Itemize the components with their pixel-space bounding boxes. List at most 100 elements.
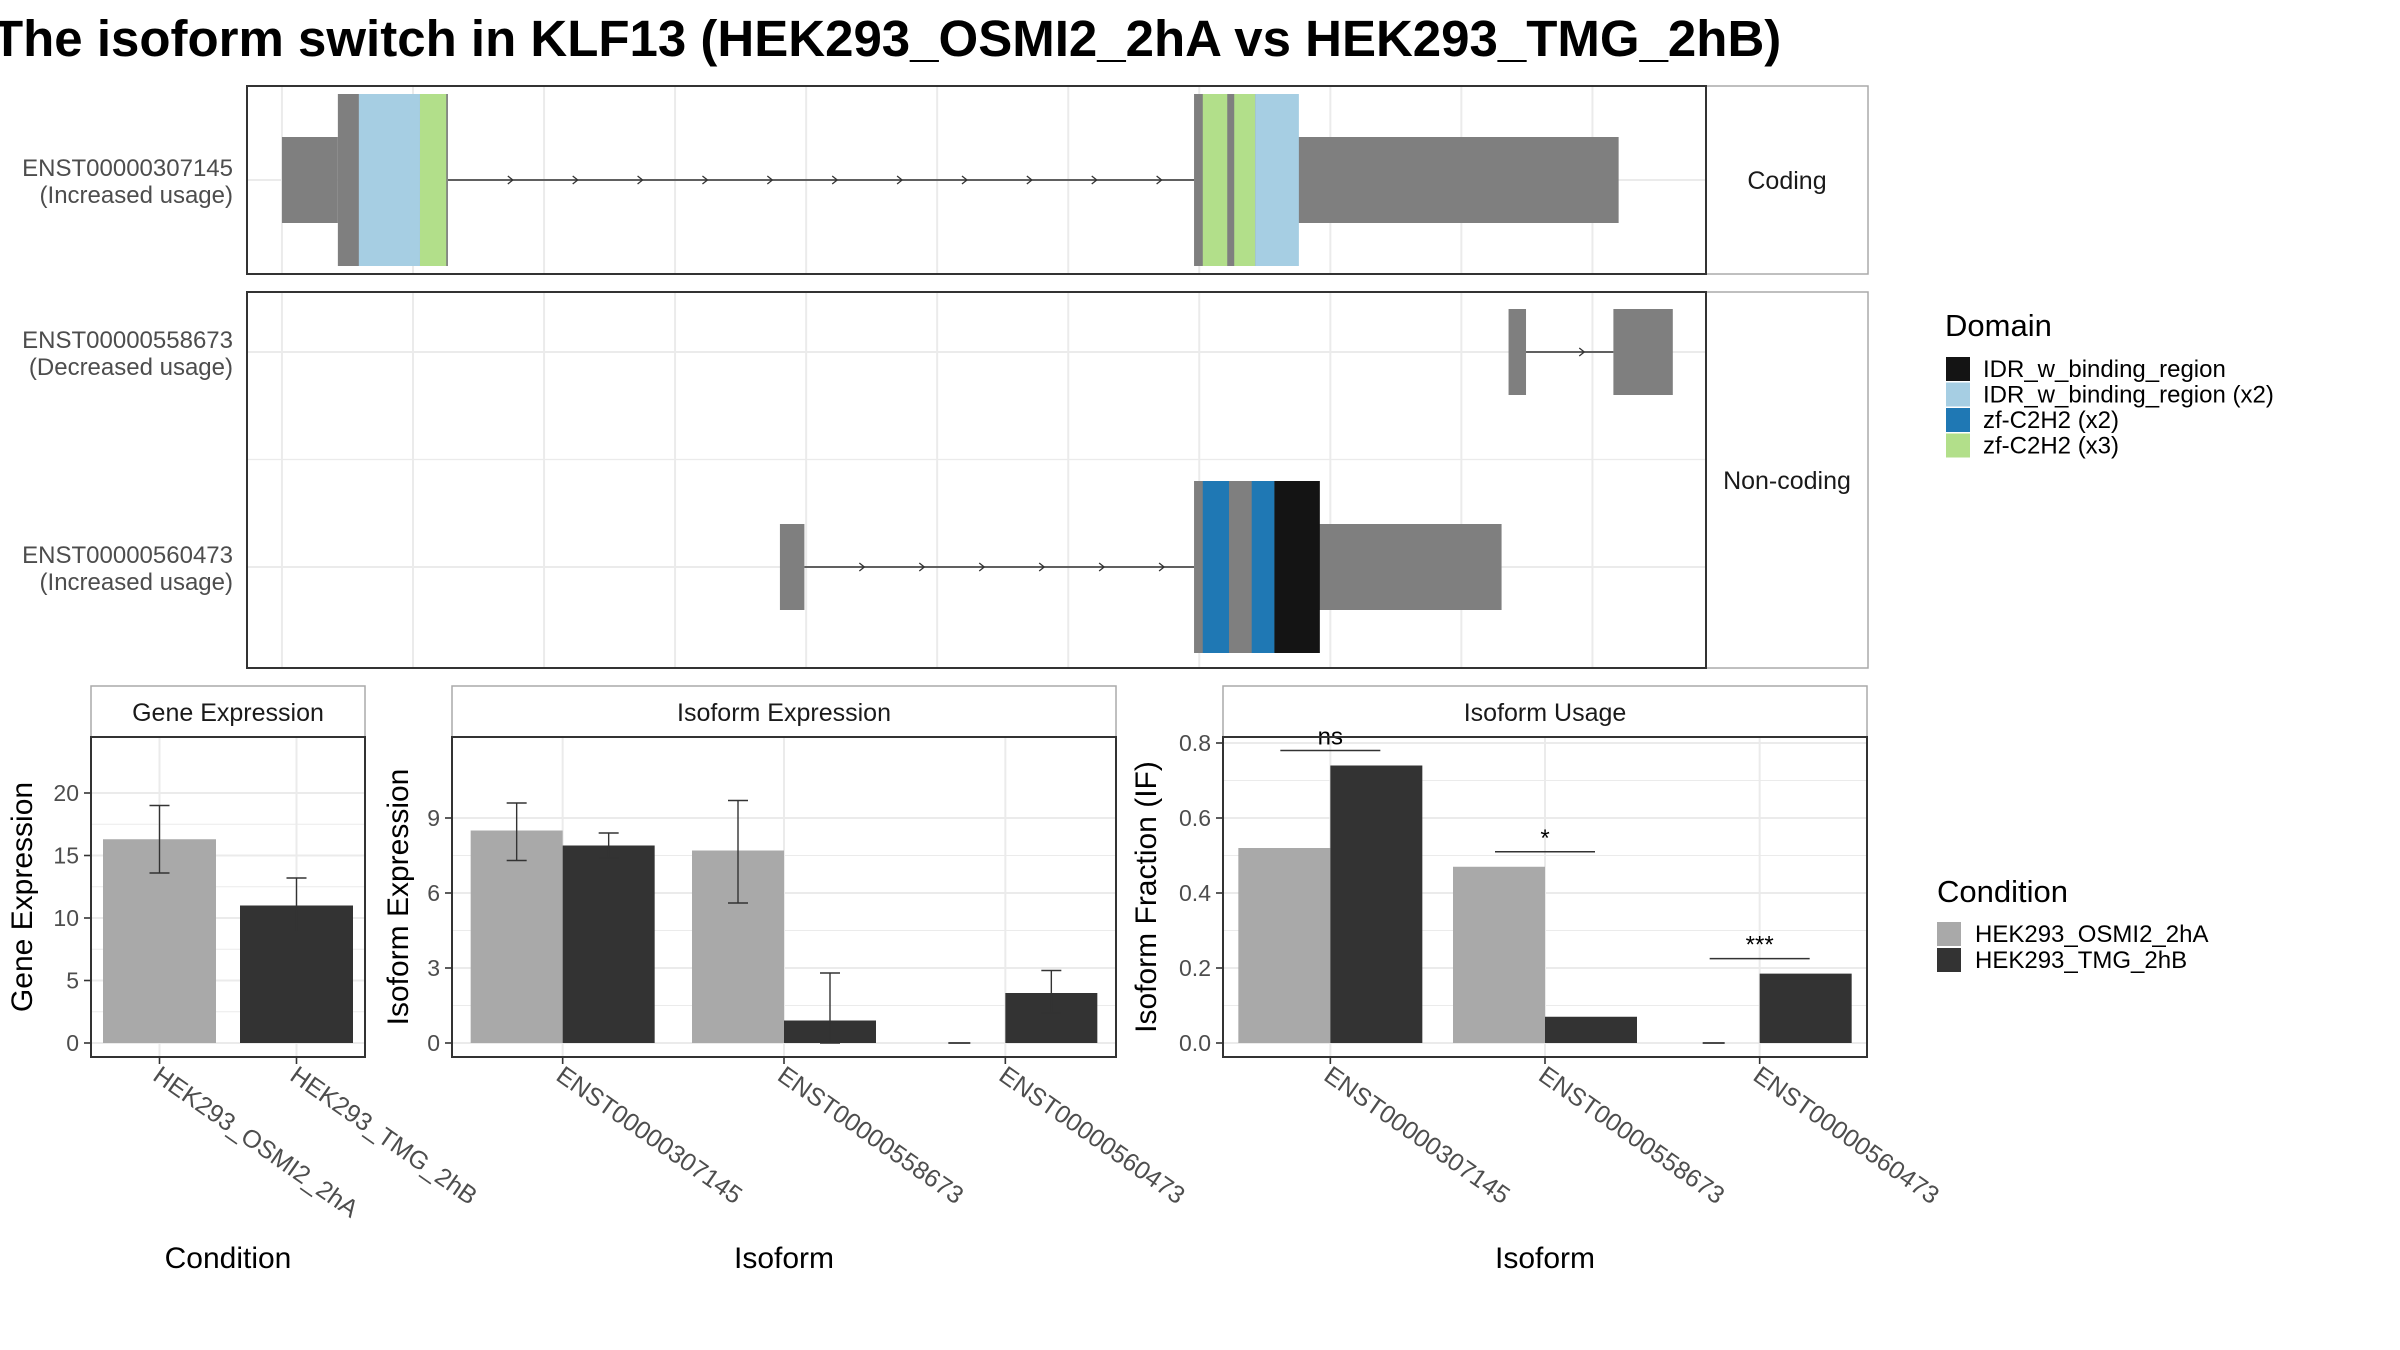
facet-strip	[451, 685, 1117, 738]
bar-enst00000307145-hek293-osmi2-2ha	[470, 830, 563, 1043]
error-bar	[728, 799, 748, 904]
legend-label: zf-C2H2 (x2)	[1983, 407, 2119, 434]
legend-swatch	[1937, 948, 1961, 972]
y-axis-label: Gene Expression	[6, 782, 39, 1012]
y-tick-label: 6	[427, 880, 440, 906]
domain-legend: Domain IDR_w_binding_regionIDR_w_binding_…	[1945, 308, 2274, 460]
x-axis-label: Condition	[165, 1242, 292, 1275]
facet-strip-label: Non-coding	[1723, 467, 1851, 495]
legend-swatch	[1946, 382, 1970, 407]
bar-enst00000307145-hek293-osmi2-2ha	[1238, 848, 1331, 1043]
structure-group-coding: Coding ENST00000307145(Increased usage)	[22, 85, 1869, 275]
legends: Domain IDR_w_binding_regionIDR_w_binding_…	[1937, 308, 2274, 974]
facet-strip	[90, 685, 366, 738]
transcript-id-label: ENST00000560473	[22, 542, 233, 569]
x-axis-label: Isoform	[1495, 1242, 1595, 1275]
exon-thin	[1508, 309, 1527, 395]
facet-strip	[1705, 85, 1869, 275]
transcript-id-label: ENST00000307145	[22, 155, 233, 182]
intron-arrow	[978, 562, 986, 572]
legend-label: HEK293_OSMI2_2hA	[1975, 921, 2208, 948]
y-axis-label: Isoform Fraction (IF)	[1130, 761, 1163, 1033]
facet-strip-label: Isoform Expression	[677, 699, 891, 727]
significance-label: *	[1540, 825, 1549, 852]
intron-arrow	[918, 562, 926, 572]
y-tick-label: 0.2	[1179, 955, 1211, 981]
exon-utr	[779, 524, 805, 610]
intron-arrow	[637, 175, 644, 185]
legend-label: IDR_w_binding_region (x2)	[1983, 382, 2274, 409]
transcript-id-label: ENST00000558673	[22, 327, 233, 354]
condition-legend-title: Condition	[1937, 874, 2068, 909]
domain-legend-item: zf-C2H2 (x3)	[1946, 433, 2119, 460]
intron-arrow	[1098, 562, 1106, 572]
facet-strip	[1222, 685, 1868, 738]
domain-legend-item: IDR_w_binding_region (x2)	[1946, 382, 2274, 409]
domain-legend-title: Domain	[1945, 308, 2052, 343]
legend-swatch	[1946, 357, 1970, 381]
intron-arrow	[1091, 175, 1098, 185]
domain-zf-c2h2-x3	[1234, 94, 1256, 266]
legend-label: zf-C2H2 (x3)	[1983, 433, 2119, 460]
y-tick-label: 5	[66, 968, 79, 994]
y-tick-label: 0	[66, 1030, 79, 1056]
panel-border	[246, 85, 1707, 275]
y-tick-label: 10	[53, 905, 79, 931]
error-bar	[1041, 969, 1062, 1014]
intron-arrow	[572, 175, 579, 185]
error-bar	[286, 877, 307, 933]
intron-arrow	[858, 562, 866, 572]
error-bar	[598, 832, 619, 859]
y-axis-label: Isoform Expression	[382, 769, 415, 1026]
transcript-usage-label: (Increased usage)	[40, 569, 233, 596]
intron-arrow	[831, 175, 839, 185]
intron-arrow	[1156, 175, 1163, 185]
exon-utr	[1256, 137, 1619, 223]
facet-strip-label: Isoform Usage	[1464, 699, 1627, 727]
transcript-usage-label: (Decreased usage)	[29, 354, 233, 381]
bar-enst00000558673-hek293-osmi2-2ha	[1453, 866, 1545, 1043]
intron-arrow	[1038, 562, 1046, 572]
intron-arrow	[766, 175, 774, 185]
legend-label: IDR_w_binding_region	[1983, 356, 2226, 383]
intron-arrow	[507, 175, 514, 185]
bar-enst00000307145-hek293-tmg-2hb	[1330, 765, 1423, 1043]
y-tick-label: 15	[53, 843, 79, 869]
panel-border	[90, 736, 366, 1058]
bar-enst00000558673-hek293-tmg-2hb	[1545, 1016, 1637, 1043]
legend-swatch	[1946, 433, 1970, 458]
bar-enst00000560473-hek293-tmg-2hb	[1759, 973, 1852, 1043]
exon-utr	[1305, 524, 1502, 610]
y-tick-label: 0.4	[1179, 880, 1211, 906]
intron-arrow	[702, 175, 709, 185]
domain-idr-w-binding-region-x2	[1255, 94, 1299, 266]
structure-group-non-coding: Non-coding ENST00000558673(Decreased usag…	[22, 291, 1869, 669]
legend-swatch	[1937, 922, 1961, 946]
exon-utr	[281, 137, 338, 223]
error-bar	[506, 802, 527, 862]
bar-enst00000307145-hek293-tmg-2hb	[562, 845, 655, 1043]
facet-strip-label: Coding	[1747, 167, 1826, 195]
intron-arrow	[1158, 562, 1166, 572]
intron-arrow	[1578, 347, 1586, 357]
y-tick-label: 9	[427, 805, 440, 831]
transcript-enst00000558673: ENST00000558673(Decreased usage)	[22, 309, 1673, 395]
x-axis-label: Isoform	[734, 1242, 834, 1275]
y-tick-label: 0.8	[1179, 730, 1211, 756]
y-tick-label: 20	[53, 780, 79, 806]
exon-utr	[1613, 309, 1673, 395]
domain-zf-c2h2-x2	[1251, 481, 1275, 653]
transcript-usage-label: (Increased usage)	[40, 182, 233, 209]
domain-legend-item: zf-C2H2 (x2)	[1946, 407, 2119, 434]
domain-legend-item: IDR_w_binding_region	[1946, 356, 2226, 383]
transcript-enst00000560473: ENST00000560473(Increased usage)	[22, 481, 1502, 653]
y-tick-label: 0.0	[1179, 1030, 1211, 1056]
y-tick-label: 3	[427, 955, 440, 981]
y-tick-label: 0	[427, 1030, 440, 1056]
transcript-enst00000307145: ENST00000307145(Increased usage)	[22, 94, 1619, 266]
panel-border	[246, 291, 1707, 669]
